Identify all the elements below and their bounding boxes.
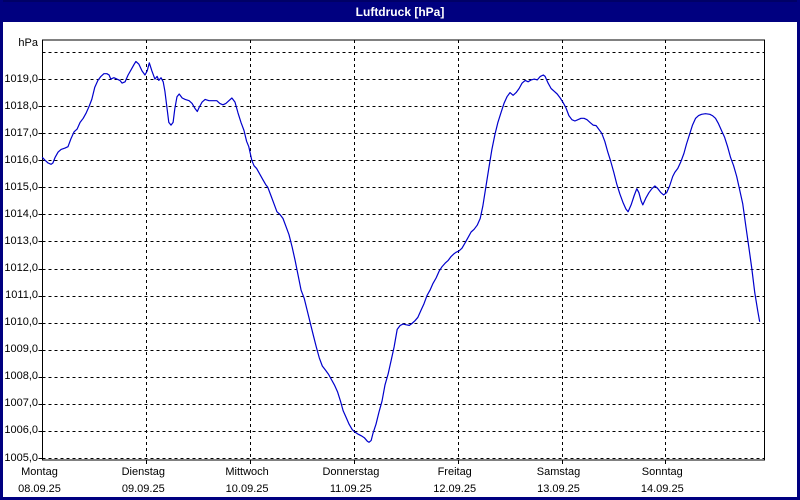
- x-date-label: 12.09.25: [433, 483, 477, 495]
- x-date-label: 11.09.25: [329, 483, 372, 495]
- x-date-label: 13.09.25: [537, 483, 580, 495]
- x-day-label: Sonntag: [641, 466, 683, 478]
- y-tick-label: 1008,0: [4, 370, 38, 383]
- y-tick-label: 1013,0: [4, 234, 38, 247]
- y-tick-label: 1009,0: [4, 343, 38, 356]
- y-tick-label: 1018,0: [4, 99, 38, 112]
- x-day-label: Dienstag: [121, 466, 165, 478]
- y-tick-label: 1016,0: [4, 153, 38, 166]
- x-date-label: 08.09.25: [18, 483, 61, 495]
- y-axis-unit-label: hPa: [18, 37, 38, 49]
- title-bar: Luftdruck [hPa]: [3, 0, 797, 22]
- x-day-label: Mittwoch: [225, 466, 269, 478]
- plot-border: [42, 39, 765, 461]
- y-tick-label: 1015,0: [4, 180, 38, 193]
- y-tick-label: 1012,0: [4, 262, 38, 275]
- x-day-label: Samstag: [536, 466, 581, 478]
- pressure-line: [41, 60, 761, 443]
- y-tick-label: 1006,0: [4, 424, 38, 437]
- x-date-label: 09.09.25: [121, 483, 165, 495]
- chart-svg: [38, 39, 765, 464]
- y-tick-label: 1010,0: [4, 316, 38, 329]
- x-day-label: Freitag: [437, 466, 472, 478]
- y-tick-label: 1019,0: [4, 72, 38, 85]
- y-tick-label: 1017,0: [4, 126, 38, 139]
- y-tick-label: 1005,0: [4, 451, 38, 464]
- x-date-label: 10.09.25: [225, 483, 269, 495]
- y-tick-label: 1014,0: [4, 207, 38, 220]
- window-title: Luftdruck [hPa]: [355, 5, 445, 19]
- y-tick-label: 1007,0: [4, 397, 38, 410]
- x-day-label: Montag: [21, 466, 58, 478]
- y-tick-label: 1011,0: [5, 289, 38, 302]
- x-date-label: 14.09.25: [640, 483, 684, 495]
- x-day-label: Donnerstag: [322, 466, 380, 478]
